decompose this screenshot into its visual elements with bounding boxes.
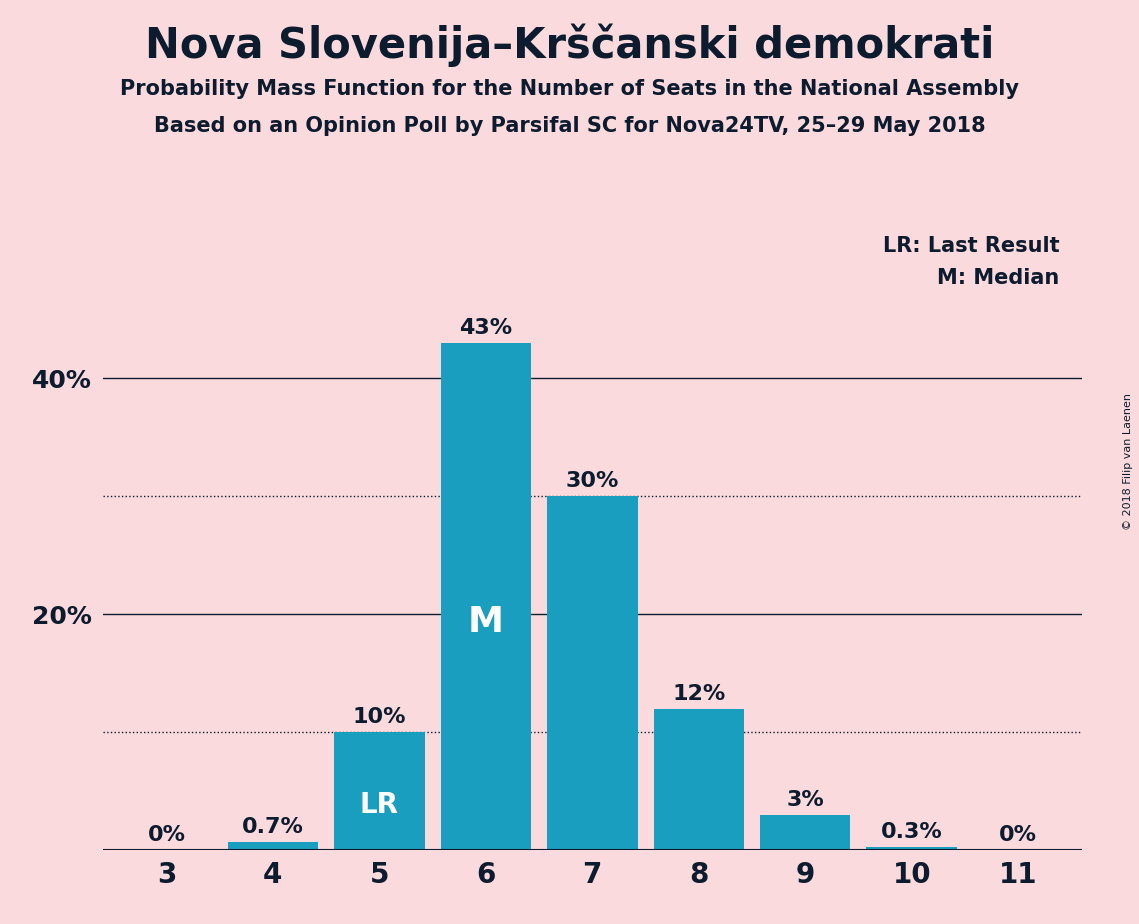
Text: 0%: 0%	[999, 825, 1038, 845]
Text: 0.7%: 0.7%	[241, 817, 304, 837]
Text: 0.3%: 0.3%	[880, 821, 943, 842]
Text: M: Median: M: Median	[937, 268, 1059, 288]
Text: 3%: 3%	[786, 790, 825, 810]
Text: Nova Slovenija–Krščanski demokrati: Nova Slovenija–Krščanski demokrati	[145, 23, 994, 67]
Bar	[547, 496, 638, 850]
Bar	[228, 842, 318, 850]
Bar	[760, 815, 851, 850]
Text: 43%: 43%	[459, 318, 513, 338]
Text: 0%: 0%	[147, 825, 186, 845]
Text: 12%: 12%	[672, 684, 726, 704]
Bar	[654, 709, 744, 850]
Text: Based on an Opinion Poll by Parsifal SC for Nova24TV, 25–29 May 2018: Based on an Opinion Poll by Parsifal SC …	[154, 116, 985, 136]
Text: LR: LR	[360, 791, 399, 820]
Text: M: M	[468, 605, 503, 638]
Text: Probability Mass Function for the Number of Seats in the National Assembly: Probability Mass Function for the Number…	[120, 79, 1019, 99]
Bar	[334, 732, 425, 850]
Bar	[867, 846, 957, 850]
Text: © 2018 Filip van Laenen: © 2018 Filip van Laenen	[1123, 394, 1133, 530]
Text: LR: Last Result: LR: Last Result	[883, 236, 1059, 256]
Bar	[441, 343, 531, 850]
Text: 30%: 30%	[566, 471, 618, 492]
Text: 10%: 10%	[353, 708, 407, 727]
